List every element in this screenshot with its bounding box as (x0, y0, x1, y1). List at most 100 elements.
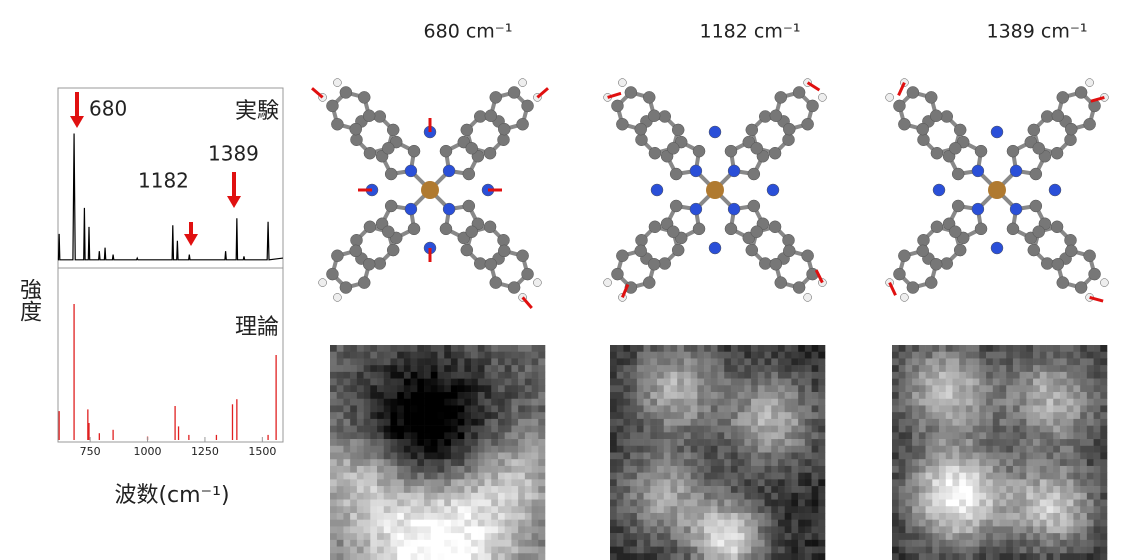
stm-pixel (471, 385, 478, 392)
stm-pixel (805, 493, 812, 500)
carbon-atom (625, 86, 637, 98)
stm-pixel (411, 405, 418, 412)
stm-pixel (697, 547, 704, 554)
stm-pixel (650, 533, 657, 540)
stm-pixel (926, 479, 933, 486)
stm-pixel (684, 526, 691, 533)
stm-pixel (538, 553, 545, 560)
stm-pixel (644, 453, 651, 460)
stm-pixel (417, 453, 424, 460)
stm-pixel (905, 459, 912, 466)
stm-pixel (791, 345, 798, 352)
stm-pixel (959, 379, 966, 386)
stm-pixel (738, 446, 745, 453)
stm-pixel (330, 473, 337, 480)
stm-pixel (758, 473, 765, 480)
stm-pixel (390, 547, 397, 554)
stm-pixel (1033, 506, 1040, 513)
stm-pixel (1000, 399, 1007, 406)
stm-pixel (670, 352, 677, 359)
stm-pixel (738, 385, 745, 392)
stm-pixel (343, 533, 350, 540)
stm-pixel (511, 432, 518, 439)
stm-pixel (932, 493, 939, 500)
carbon-atom (374, 258, 386, 270)
stm-pixel (744, 500, 751, 507)
stm-pixel (731, 513, 738, 520)
stm-pixel (704, 466, 711, 473)
stm-pixel (343, 365, 350, 372)
stm-pixel (979, 547, 986, 554)
stm-pixel (417, 419, 424, 426)
stm-pixel (1100, 540, 1107, 547)
stm-pixel (912, 405, 919, 412)
stm-pixel (1094, 506, 1101, 513)
stm-pixel (644, 399, 651, 406)
stm-pixel (357, 439, 364, 446)
stm-pixel (532, 500, 539, 507)
stm-pixel (939, 553, 946, 560)
stm-pixel (538, 486, 545, 493)
stm-pixel (623, 365, 630, 372)
stm-pixel (711, 493, 718, 500)
stm-pixel (798, 526, 805, 533)
stm-pixel (377, 365, 384, 372)
stm-pixel (758, 526, 765, 533)
stm-pixel (370, 533, 377, 540)
stm-pixel (905, 533, 912, 540)
stm-pixel (939, 513, 946, 520)
stm-pixel (1073, 520, 1080, 527)
stm-pixel (1087, 372, 1094, 379)
stm-pixel (1094, 479, 1101, 486)
stm-pixel (417, 500, 424, 507)
stm-pixel (979, 432, 986, 439)
stm-pixel (451, 547, 458, 554)
stm-pixel (684, 466, 691, 473)
stm-pixel (1040, 540, 1047, 547)
stm-pixel (765, 540, 772, 547)
stm-pixel (818, 506, 825, 513)
stm-pixel (370, 473, 377, 480)
stm-pixel (538, 432, 545, 439)
carbon-atom (643, 277, 655, 289)
stm-pixel (691, 345, 698, 352)
stm-pixel (704, 446, 711, 453)
stm-pixel (765, 439, 772, 446)
stm-pixel (384, 432, 391, 439)
carbon-atom (917, 134, 929, 146)
stm-pixel (610, 453, 617, 460)
stm-pixel (471, 473, 478, 480)
stm-pixel (664, 345, 671, 352)
stm-pixel (986, 432, 993, 439)
stm-pixel (731, 379, 738, 386)
stm-pixel (390, 419, 397, 426)
stm-pixel (805, 500, 812, 507)
stm-pixel (364, 473, 371, 480)
stm-pixel (966, 459, 973, 466)
carbon-atom (954, 244, 966, 256)
stm-pixel (1100, 466, 1107, 473)
stm-pixel (952, 399, 959, 406)
stm-pixel (525, 439, 532, 446)
stm-pixel (758, 379, 765, 386)
stm-pixel (959, 412, 966, 419)
stm-pixel (892, 520, 899, 527)
stm-pixel (498, 379, 505, 386)
stm-pixel (758, 553, 765, 560)
stm-pixel (973, 526, 980, 533)
stm-pixel (623, 453, 630, 460)
stm-pixel (738, 412, 745, 419)
stm-pixel (993, 553, 1000, 560)
stm-pixel (1026, 493, 1033, 500)
stm-pixel (343, 446, 350, 453)
stm-pixel (738, 352, 745, 359)
stm-pixel (357, 352, 364, 359)
stm-pixel (798, 379, 805, 386)
stm-pixel (411, 453, 418, 460)
stm-pixel (364, 553, 371, 560)
carbon-atom (770, 110, 782, 122)
stm-pixel (778, 533, 785, 540)
stm-pixel (932, 506, 939, 513)
stm-pixel (751, 345, 758, 352)
stm-pixel (411, 479, 418, 486)
